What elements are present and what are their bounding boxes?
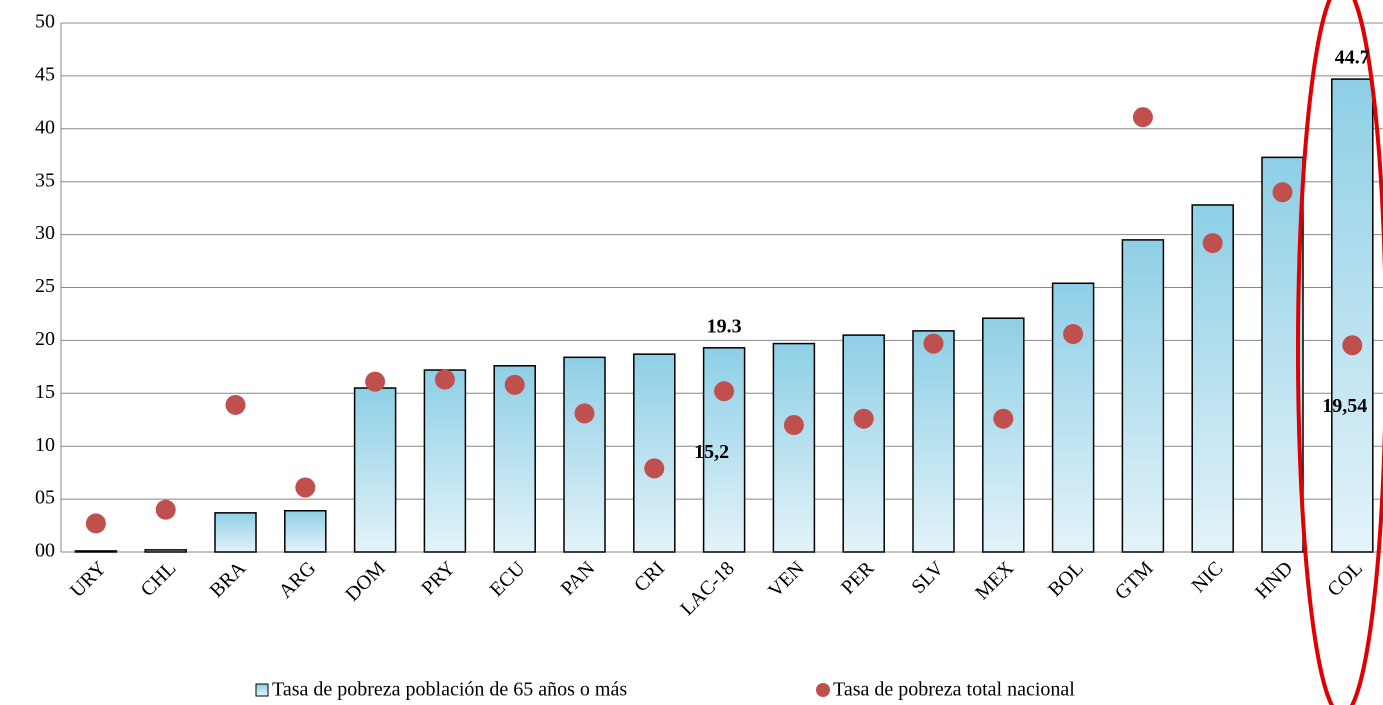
dot — [993, 408, 1014, 429]
x-tick-label: DOM — [341, 557, 390, 606]
y-tick-label: 05 — [35, 487, 55, 509]
x-tick-label: GTM — [1111, 557, 1158, 604]
x-tick-label: PAN — [557, 557, 600, 600]
y-tick-label: 40 — [35, 116, 55, 138]
dot — [853, 408, 874, 429]
bar — [1331, 78, 1374, 553]
y-tick-label: 30 — [35, 222, 55, 244]
dot — [85, 513, 106, 534]
dot — [1342, 335, 1363, 356]
x-tick-label: MEX — [971, 557, 1018, 604]
bar — [772, 342, 816, 553]
x-tick-label: URY — [66, 557, 111, 602]
bar — [493, 365, 536, 553]
x-tick-label: COL — [1323, 557, 1367, 601]
bar — [74, 550, 118, 553]
y-tick-label: 15 — [35, 381, 55, 403]
x-tick-label: CHL — [137, 557, 181, 601]
dot — [1063, 324, 1084, 345]
bar — [284, 509, 327, 553]
x-tick-label: BOL — [1044, 557, 1088, 601]
dot — [295, 477, 316, 498]
x-tick-label: ECU — [486, 557, 530, 601]
x-tick-label: LAC-18 — [676, 557, 739, 620]
highlight-ellipse — [1296, 0, 1383, 705]
dot — [225, 394, 246, 415]
x-tick-label: HND — [1251, 557, 1297, 603]
data-label: 19,54 — [1322, 395, 1367, 417]
x-tick-label: NIC — [1188, 557, 1228, 597]
legend-label: Tasa de pobreza población de 65 años o m… — [272, 679, 627, 701]
y-tick-label: 35 — [35, 169, 55, 191]
x-tick-label: BRA — [206, 557, 251, 602]
dot — [783, 415, 804, 436]
bar — [982, 317, 1025, 553]
dot — [1132, 107, 1153, 128]
bar — [214, 512, 257, 553]
dot — [1272, 182, 1293, 203]
legend-label: Tasa de pobreza total nacional — [833, 679, 1075, 701]
legend-swatch — [816, 683, 830, 697]
dot — [644, 458, 665, 479]
bar — [144, 549, 187, 553]
bar — [1191, 204, 1234, 553]
dot — [714, 381, 735, 402]
dot — [434, 369, 455, 390]
bar — [423, 369, 467, 553]
bar — [563, 356, 606, 553]
dot — [504, 374, 525, 395]
bar — [842, 334, 885, 553]
x-tick-label: PRY — [417, 557, 459, 599]
bar — [353, 387, 397, 553]
bar — [1121, 239, 1165, 553]
x-tick-label: VEN — [764, 557, 809, 602]
x-tick-label: CRI — [630, 557, 669, 596]
x-tick-label: SLV — [907, 557, 948, 598]
y-tick-label: 00 — [35, 540, 55, 562]
legend-swatch — [255, 683, 269, 697]
x-tick-label: ARG — [275, 557, 320, 602]
dot — [365, 371, 386, 392]
x-tick-label: PER — [837, 557, 879, 599]
data-label: 19.3 — [707, 315, 742, 337]
data-label: 44.7 — [1335, 47, 1370, 69]
bar — [912, 330, 955, 553]
y-tick-label: 50 — [35, 11, 55, 33]
dot — [574, 403, 595, 424]
dot — [1202, 233, 1223, 254]
dot — [923, 333, 944, 354]
dot — [155, 499, 176, 520]
marks — [74, 78, 1374, 553]
y-tick-label: 10 — [35, 434, 55, 456]
bar — [1051, 282, 1095, 553]
data-label: 15,2 — [694, 441, 729, 463]
y-tick-label: 25 — [35, 275, 55, 297]
y-tick-label: 20 — [35, 328, 55, 350]
y-tick-label: 45 — [35, 63, 55, 85]
bar — [633, 353, 676, 553]
